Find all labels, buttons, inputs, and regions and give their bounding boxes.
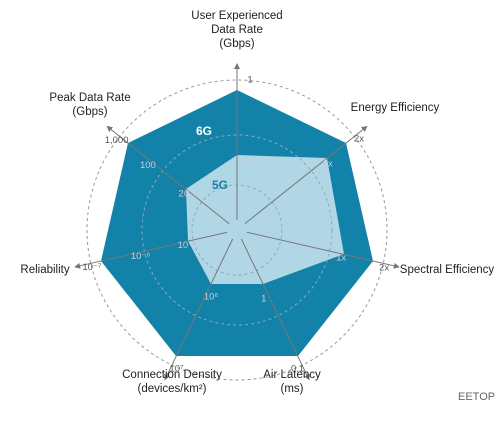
tick-label: 10⁷ — [169, 364, 184, 375]
spoke — [246, 231, 400, 269]
tick-label: 20 — [179, 189, 190, 200]
tick-label: 1 — [261, 293, 266, 304]
axis-label: User Experienced — [191, 10, 282, 22]
tick-label: 0.1 — [291, 364, 304, 375]
tick-label: 10⁻⁵ — [178, 240, 198, 251]
watermark: EETOP — [458, 391, 495, 403]
tick-label: 0.1 — [243, 155, 256, 166]
axis-label: (ms) — [281, 383, 304, 395]
axis-label: Reliability — [20, 264, 69, 276]
axis-label: Peak Data Rate — [49, 92, 130, 104]
series-label: 6G — [196, 124, 212, 138]
axis-label: (devices/km²) — [137, 383, 206, 395]
series-label: 5G — [212, 178, 228, 192]
tick-label: 100 — [140, 160, 156, 171]
axis-label: Spectral Efficiency — [400, 264, 495, 276]
tick-label: 1 — [247, 75, 252, 86]
tick-label: 1,000 — [105, 135, 129, 146]
outer-circle — [86, 79, 388, 381]
tick-label: 1x — [336, 253, 346, 264]
tick-label: 1x — [323, 159, 333, 170]
spoke — [164, 238, 234, 381]
axis-label: Air Latency — [263, 369, 321, 381]
spoke — [244, 125, 368, 225]
axis-label: Connection Density — [122, 369, 222, 381]
polygon-5g — [186, 155, 344, 284]
axis-label: Data Rate — [211, 24, 263, 36]
tick-label: 2x — [379, 262, 389, 273]
axis-label: (Gbps) — [219, 38, 254, 50]
tick-label: 2x — [354, 134, 364, 145]
tick-label: 10⁻⁶ — [131, 251, 151, 262]
axis-label: (Gbps) — [72, 106, 107, 118]
axis-label: Energy Efficiency — [351, 102, 440, 114]
spoke — [74, 231, 228, 269]
spoke — [106, 125, 230, 225]
spoke — [240, 238, 310, 381]
tick-label: 10⁻⁷ — [82, 262, 102, 273]
tick-label: 10⁶ — [204, 292, 219, 303]
